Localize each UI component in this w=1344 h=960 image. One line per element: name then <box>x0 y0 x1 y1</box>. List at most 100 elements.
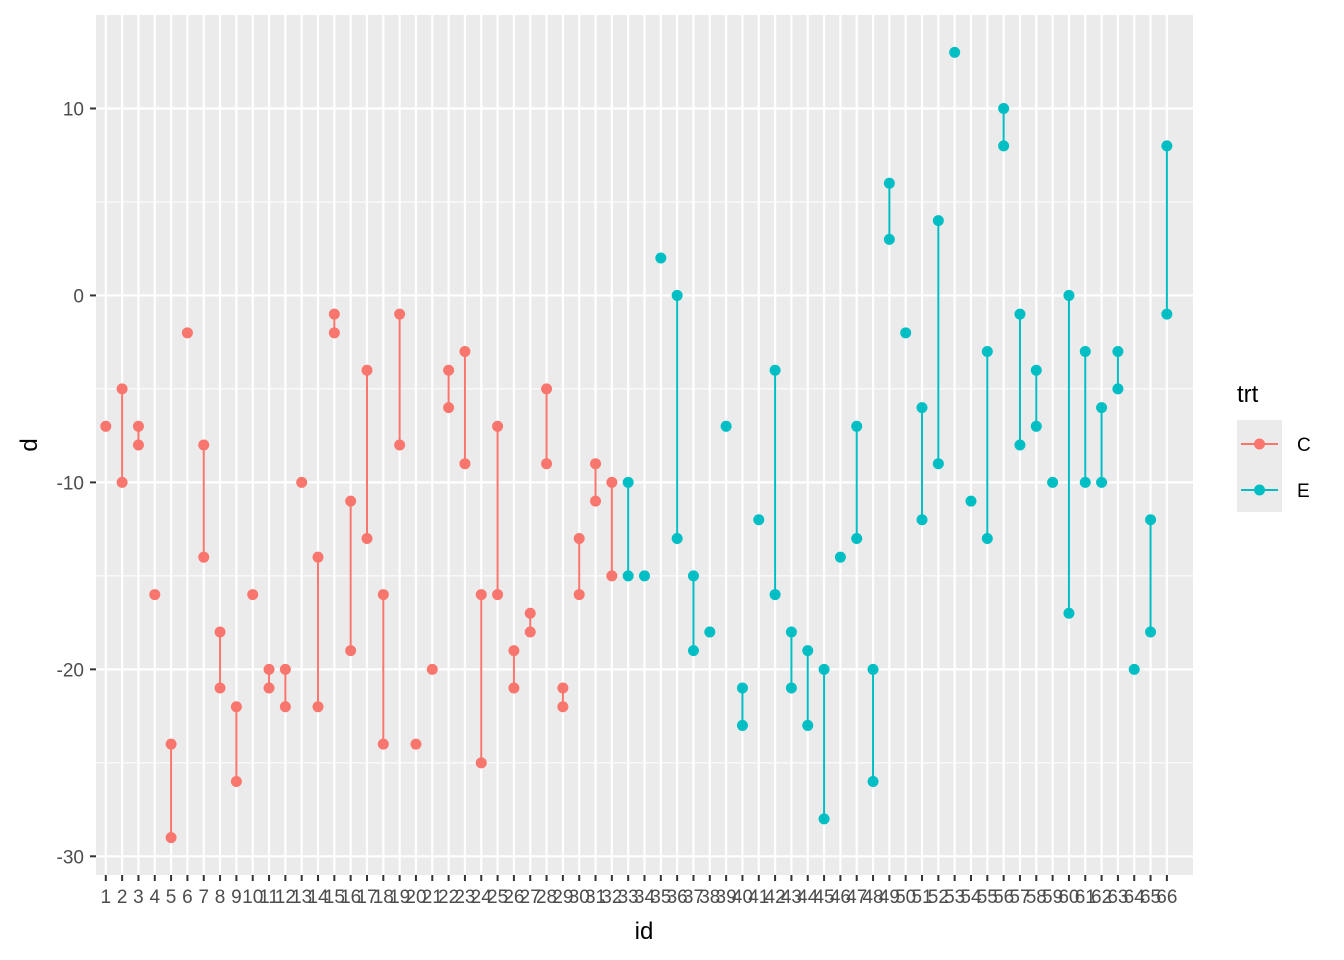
x-tick-label: 4 <box>149 887 160 908</box>
x-tick-label: 51 <box>911 887 932 908</box>
x-tick-label: 50 <box>895 887 916 908</box>
x-axis-title: id <box>635 918 654 945</box>
series-C <box>100 308 618 844</box>
data-point <box>508 645 520 657</box>
data-point <box>590 458 602 470</box>
data-point <box>1161 140 1173 152</box>
data-point <box>263 682 275 694</box>
legend-entries: CE <box>1237 420 1311 512</box>
data-point <box>851 420 863 432</box>
data-point <box>198 551 210 563</box>
x-tick-label: 60 <box>1058 887 1079 908</box>
data-point <box>508 682 520 694</box>
data-point <box>573 532 585 544</box>
data-point <box>410 738 422 750</box>
data-point <box>802 719 814 731</box>
data-point <box>198 439 210 451</box>
data-point <box>818 663 830 675</box>
data-point <box>165 738 177 750</box>
x-tick-label: 36 <box>667 887 688 908</box>
data-point <box>557 701 569 713</box>
data-point <box>345 495 357 507</box>
data-point <box>704 626 716 638</box>
data-point <box>296 476 308 488</box>
x-tick-label: 34 <box>634 887 656 908</box>
data-point <box>720 420 732 432</box>
x-tick-label: 8 <box>215 887 226 908</box>
data-point <box>214 626 226 638</box>
legend-key-point <box>1254 484 1265 496</box>
x-tick-label: 54 <box>960 887 982 908</box>
data-point <box>394 439 406 451</box>
x-tick-label: 44 <box>797 887 819 908</box>
x-tick-label: 27 <box>520 887 541 908</box>
x-tick-label: 57 <box>1009 887 1030 908</box>
data-point <box>965 495 977 507</box>
data-point <box>345 645 357 657</box>
y-tick-label: 0 <box>73 286 84 307</box>
data-point <box>949 46 961 58</box>
series-layer <box>100 46 1173 844</box>
data-point <box>981 346 993 358</box>
x-tick-label: 9 <box>231 887 242 908</box>
data-point <box>377 738 389 750</box>
data-point <box>492 589 504 601</box>
data-point <box>573 589 585 601</box>
x-tick-label: 37 <box>683 887 704 908</box>
data-point <box>459 346 471 358</box>
data-point <box>622 476 634 488</box>
x-tick-label: 1 <box>101 887 112 908</box>
data-point <box>1014 308 1026 320</box>
data-point <box>214 682 226 694</box>
data-point <box>557 682 569 694</box>
legend-key-background <box>1237 420 1282 512</box>
data-point <box>687 645 699 657</box>
x-tick-label: 40 <box>732 887 753 908</box>
data-point <box>165 832 177 844</box>
x-tick-label: 39 <box>716 887 737 908</box>
data-point <box>1128 663 1140 675</box>
x-tick-label: 59 <box>1042 887 1063 908</box>
x-tick-label: 17 <box>356 887 377 908</box>
data-point <box>132 420 144 432</box>
data-point <box>312 701 324 713</box>
x-tick-label: 31 <box>585 887 606 908</box>
data-point <box>394 308 406 320</box>
x-tick-label: 26 <box>503 887 524 908</box>
x-tick-label: 55 <box>977 887 998 908</box>
data-point <box>1145 514 1157 526</box>
data-point <box>1096 476 1108 488</box>
data-point <box>916 402 928 414</box>
data-point <box>1030 364 1042 376</box>
data-point <box>524 607 536 619</box>
data-point <box>753 514 765 526</box>
data-point <box>802 645 814 657</box>
data-point <box>116 383 128 395</box>
x-tick-label: 6 <box>182 887 193 908</box>
x-tick-label: 24 <box>471 887 493 908</box>
legend-title: trt <box>1237 381 1259 408</box>
x-tick-label: 43 <box>781 887 802 908</box>
x-tick-label: 47 <box>846 887 867 908</box>
x-tick-label: 11 <box>259 887 279 908</box>
data-point <box>541 458 553 470</box>
data-point <box>443 402 455 414</box>
data-point <box>475 757 487 769</box>
data-point <box>606 476 618 488</box>
series-E <box>622 46 1173 825</box>
x-tick-label: 52 <box>928 887 949 908</box>
data-point <box>1145 626 1157 638</box>
data-point <box>1063 289 1075 301</box>
x-tick-label: 21 <box>422 887 443 908</box>
x-tick-label: 65 <box>1140 887 1161 908</box>
data-point <box>426 663 438 675</box>
data-point <box>132 439 144 451</box>
data-point <box>818 813 830 825</box>
data-point <box>1112 346 1124 358</box>
data-point <box>149 589 161 601</box>
data-point <box>736 719 748 731</box>
x-tick-label: 66 <box>1156 887 1177 908</box>
grid-major <box>96 15 1193 875</box>
data-point <box>883 233 895 245</box>
data-point <box>263 663 275 675</box>
